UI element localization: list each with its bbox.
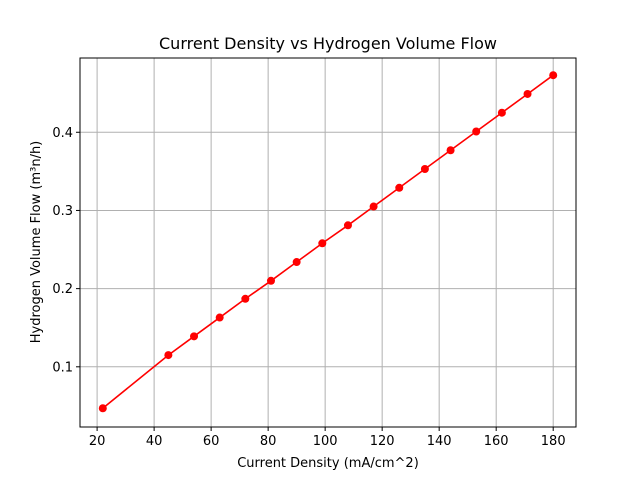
data-point	[420, 165, 429, 174]
data-point	[98, 404, 107, 413]
data-point	[497, 108, 506, 117]
x-tick-label: 120	[370, 434, 395, 449]
y-tick-label: 0.3	[52, 204, 73, 219]
x-tick-label: 100	[313, 434, 338, 449]
data-point	[446, 146, 455, 155]
x-tick-label: 20	[89, 434, 106, 449]
data-point	[266, 276, 275, 285]
x-tick-label: 140	[427, 434, 452, 449]
y-tick-label: 0.1	[52, 360, 73, 375]
data-point	[164, 351, 173, 360]
x-tick-label: 180	[541, 434, 566, 449]
data-point	[395, 183, 404, 192]
data-point	[241, 294, 250, 303]
chart-title: Current Density vs Hydrogen Volume Flow	[159, 34, 497, 53]
x-axis-label: Current Density (mA/cm^2)	[237, 456, 419, 471]
x-tick-label: 60	[203, 434, 220, 449]
data-point	[215, 313, 224, 322]
data-point	[472, 127, 481, 136]
x-tick-label: 80	[260, 434, 277, 449]
series-layer	[98, 71, 558, 413]
y-tick-label: 0.4	[52, 126, 73, 141]
x-tick-label: 160	[484, 434, 509, 449]
plot-frame	[79, 57, 577, 428]
x-tick-label: 40	[146, 434, 163, 449]
data-point	[369, 202, 378, 211]
tick-layer: 20 40 60 80 100 120 140 160 180 0.1 0.2 0.3 0.4	[52, 126, 565, 449]
y-axis-label: Hydrogen Volume Flow (m³n/h)	[29, 141, 44, 344]
y-tick-label: 0.2	[52, 282, 73, 297]
data-point	[190, 332, 199, 341]
data-point	[523, 89, 532, 98]
data-point	[549, 71, 558, 80]
data-point	[292, 258, 301, 267]
data-point	[343, 221, 352, 230]
data-point	[318, 239, 327, 248]
